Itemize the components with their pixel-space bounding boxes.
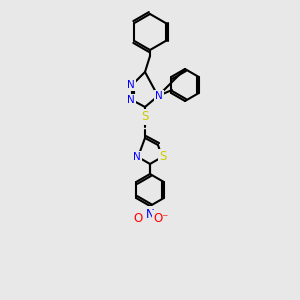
- Text: N: N: [146, 208, 154, 220]
- Text: N: N: [133, 152, 141, 162]
- Text: S: S: [141, 110, 149, 124]
- Text: O⁻: O⁻: [153, 212, 169, 224]
- Text: O: O: [134, 212, 142, 224]
- Text: S: S: [159, 151, 167, 164]
- Text: N: N: [155, 91, 163, 101]
- Text: N: N: [127, 80, 135, 90]
- Text: N: N: [127, 95, 135, 105]
